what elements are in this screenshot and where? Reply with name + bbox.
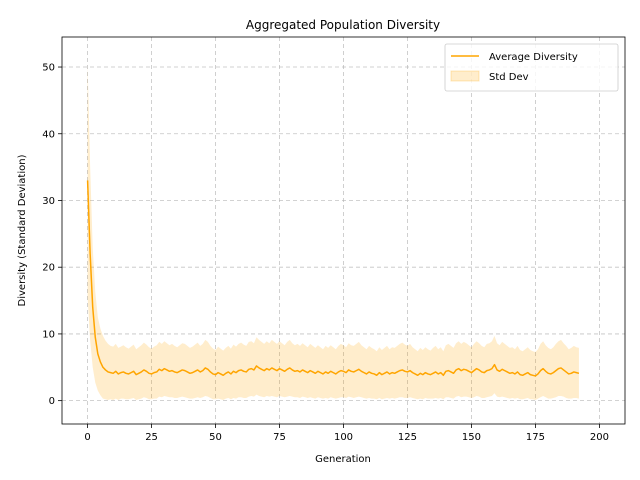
y-tick-label: 50	[42, 63, 55, 74]
x-tick-label: 175	[526, 432, 545, 443]
legend-box	[444, 43, 619, 92]
x-tick-label: 150	[462, 432, 481, 443]
std-dev-band-layer	[87, 63, 579, 400]
legend-label-std-dev: Std Dev	[489, 72, 529, 83]
x-tick-label: 125	[398, 432, 417, 443]
x-tick-label: 0	[84, 432, 90, 443]
x-axis-ticks: 0 25 50 75 100 125 150 175 200	[84, 424, 609, 443]
y-tick-label: 0	[49, 396, 55, 407]
std-dev-band	[87, 63, 579, 400]
average-diversity-line-layer	[86, 180, 580, 377]
legend-band-swatch	[450, 70, 480, 82]
grid	[62, 37, 625, 424]
x-tick-label: 25	[145, 432, 158, 443]
y-axis-label: Diversity (Standard Deviation)	[17, 154, 28, 306]
y-tick-label: 10	[42, 329, 55, 340]
legend-label-average-diversity: Average Diversity	[489, 52, 578, 63]
x-axis-label: Generation	[315, 454, 371, 465]
y-tick-label: 20	[42, 263, 55, 274]
x-tick-label: 50	[209, 432, 222, 443]
y-tick-label: 40	[42, 129, 55, 140]
x-tick-label: 100	[334, 432, 353, 443]
y-axis-ticks: 0 10 20 30 40 50	[42, 63, 62, 407]
chart-title: Aggregated Population Diversity	[246, 18, 440, 32]
average-diversity-line	[86, 180, 580, 377]
x-tick-label: 200	[590, 432, 609, 443]
legend: Average Diversity Std Dev	[444, 43, 619, 92]
x-tick-label: 75	[273, 432, 286, 443]
y-tick-label: 30	[42, 196, 55, 207]
